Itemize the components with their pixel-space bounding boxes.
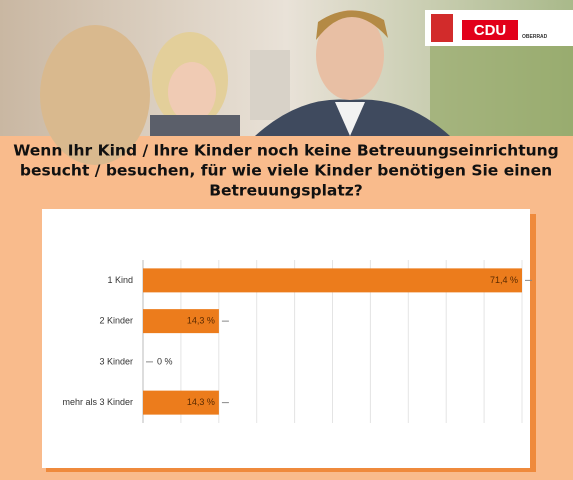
value-label: 14,3 %: [187, 316, 215, 326]
y-tick-label: 1 Kind: [107, 275, 133, 285]
plot: 1 Kind 71,4 % 2 Kinder 14,3 % 3 Kinder 0 % meh…: [62, 260, 532, 423]
value-label: 0 %: [157, 356, 173, 366]
y-tick-label: 2 Kinder: [99, 316, 133, 326]
logo-name: CDU: [474, 22, 507, 39]
logo: CDU OBERRAD: [425, 10, 573, 46]
logo-place: OBERRAD: [522, 34, 548, 40]
chart-title: besucht / besuchen, für wie viele Kinder…: [20, 162, 552, 180]
chart-card: [42, 209, 530, 468]
y-tick-label: mehr als 3 Kinder: [62, 397, 133, 407]
bar: [143, 390, 219, 415]
chart-title: Wenn Ihr Kind / Ihre Kinder noch keine B…: [13, 142, 559, 160]
value-label: 71,4 %: [490, 275, 518, 285]
bar: [143, 309, 219, 334]
value-label: 14,3 %: [187, 397, 215, 407]
y-tick-label: 3 Kinder: [99, 356, 133, 366]
bar: [143, 268, 522, 293]
chart-title: Betreuungsplatz?: [209, 182, 363, 200]
